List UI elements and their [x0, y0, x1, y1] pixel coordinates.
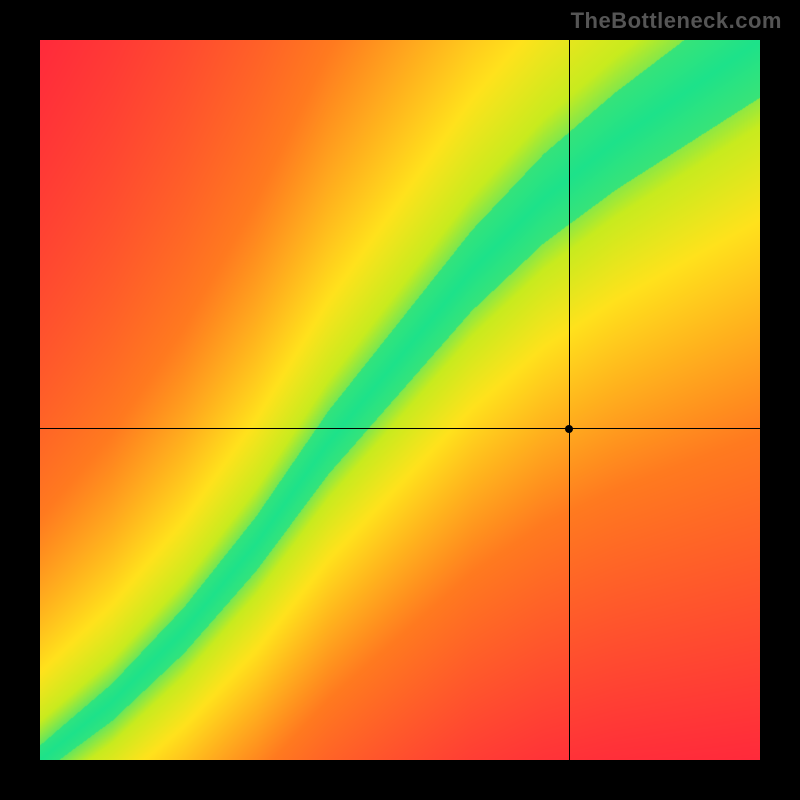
- heatmap-canvas: [40, 40, 760, 760]
- plot-area: [40, 40, 760, 760]
- crosshair-dot: [565, 425, 573, 433]
- chart-container: TheBottleneck.com: [0, 0, 800, 800]
- crosshair-vertical: [569, 40, 570, 760]
- crosshair-horizontal: [40, 428, 760, 429]
- watermark-text: TheBottleneck.com: [571, 8, 782, 34]
